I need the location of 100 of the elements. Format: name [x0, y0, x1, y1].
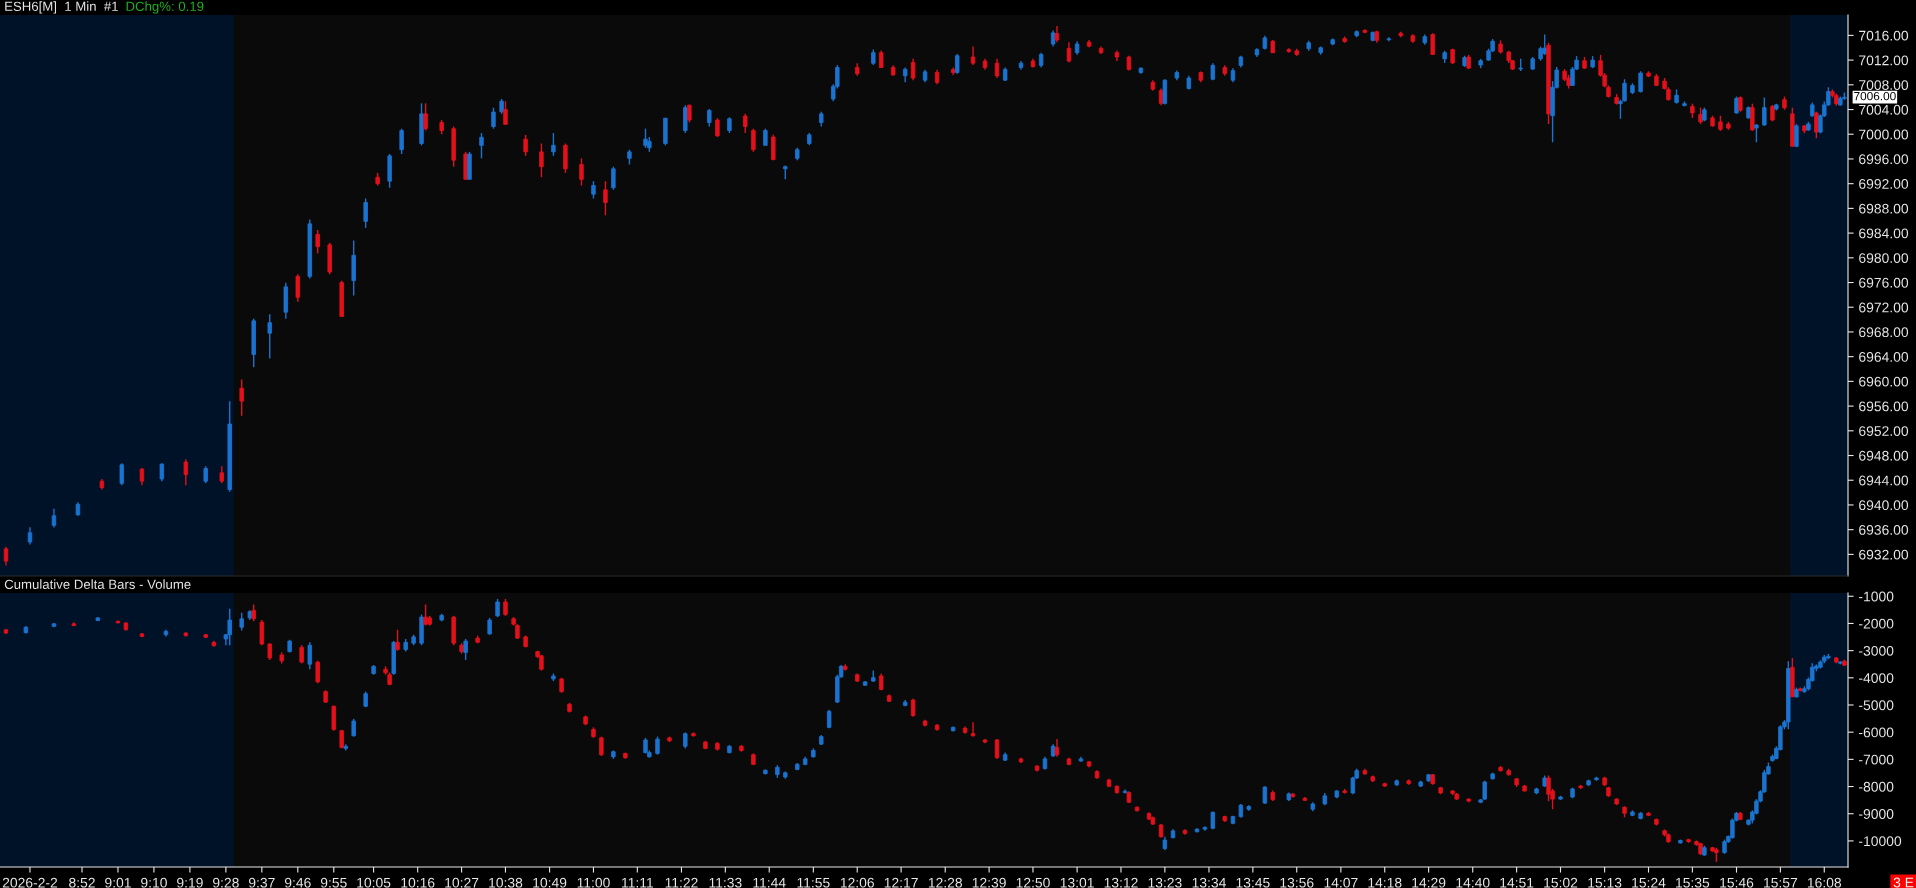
candlestick [539, 142, 544, 178]
x-tick-label: 12:06 [840, 877, 874, 888]
x-tick-label: 2026-2-2 [2, 877, 58, 888]
y-tick-label: 7016.00 [1859, 30, 1909, 41]
candlestick [994, 58, 1000, 79]
x-tick-label: 14:29 [1412, 877, 1446, 888]
y-tick-label: -2000 [1859, 618, 1894, 629]
candlestick [495, 598, 500, 618]
candlestick [579, 157, 584, 187]
candlestick [423, 102, 428, 132]
y-tick-label: -10000 [1859, 836, 1902, 847]
y-tick-label: 6956.00 [1859, 401, 1909, 412]
chart-title: Cumulative Delta Bars - Volume [4, 579, 191, 589]
y-tick-label: 6992.00 [1859, 179, 1909, 189]
candlestick [395, 629, 400, 652]
candlestick [563, 142, 568, 174]
candlestick [1754, 123, 1759, 143]
text: 3 E [1893, 877, 1914, 888]
candlestick [331, 704, 336, 732]
y-tick-label: 6980.00 [1859, 253, 1909, 263]
chart-subtitle: DChg%: 0.19 [126, 1, 204, 14]
x-tick-label: 13:34 [1192, 877, 1226, 888]
candlestick [1762, 96, 1767, 127]
candlestick [491, 106, 496, 130]
candlestick [363, 197, 368, 229]
candlestick [51, 507, 57, 529]
candlestick [1814, 110, 1819, 139]
y-tick-label: 6976.00 [1859, 277, 1909, 288]
chart-title: ESH6[M] 1 Min #1 [5, 1, 118, 14]
candlestick [239, 378, 244, 417]
y-tick-label: 6960.00 [1859, 376, 1909, 387]
x-tick-label: 9:10 [141, 877, 167, 888]
y-tick-label: 7008.00 [1859, 80, 1909, 90]
y-tick-label: 6996.00 [1859, 154, 1909, 165]
x-tick-label: 9:46 [284, 877, 311, 888]
x-tick-label: 8:52 [69, 877, 95, 888]
x-tick-label: 10:16 [401, 877, 435, 888]
candlestick [603, 180, 608, 216]
x-tick-label: 13:23 [1148, 877, 1182, 888]
x-tick-label: 10:38 [489, 877, 523, 888]
candlestick [643, 127, 648, 149]
x-tick-label: 12:17 [884, 877, 918, 888]
y-tick-label: -4000 [1859, 673, 1894, 683]
candlestick [479, 132, 484, 160]
candlestick [295, 273, 301, 303]
x-tick-label: 15:57 [1764, 877, 1798, 888]
x-tick-label: 9:37 [248, 877, 275, 888]
x-tick-label: 12:39 [972, 877, 1006, 888]
candlestick [1638, 70, 1643, 94]
candlestick [119, 462, 125, 486]
y-tick-label: 6932.00 [1859, 549, 1909, 560]
x-tick-label: 11:44 [753, 877, 786, 888]
x-tick-label: 11:00 [577, 877, 610, 888]
y-tick-label: -7000 [1859, 754, 1894, 765]
x-tick-label: 14:07 [1324, 877, 1358, 888]
candlestick [743, 113, 748, 134]
x-tick-label: 9:55 [320, 877, 347, 888]
x-tick-label: 13:45 [1236, 877, 1270, 888]
y-tick-label: 6948.00 [1859, 450, 1909, 461]
x-tick-label: 9:19 [177, 877, 203, 888]
x-tick-label: 13:01 [1060, 877, 1094, 888]
y-tick-label: 6952.00 [1859, 426, 1909, 436]
x-tick-label: 15:46 [1720, 877, 1754, 888]
candlestick [1430, 32, 1435, 56]
y-tick-label: 7004.00 [1859, 104, 1909, 115]
candlestick [463, 638, 468, 661]
y-tick-label: -5000 [1859, 700, 1894, 711]
x-tick-label: 15:35 [1676, 877, 1710, 888]
candlestick [551, 132, 556, 157]
y-tick-label: -6000 [1859, 727, 1894, 738]
candlestick [523, 134, 528, 157]
candlestick [315, 229, 320, 254]
candlestick [307, 641, 313, 670]
y-tick-label: -9000 [1859, 809, 1894, 819]
x-tick-label: 12:28 [928, 877, 962, 888]
candlestick [259, 619, 265, 646]
text: 7006.00 [1854, 91, 1896, 101]
candlestick [1066, 41, 1072, 64]
x-tick-label: 13:12 [1104, 877, 1138, 888]
y-tick-label: 7000.00 [1859, 129, 1909, 140]
x-tick-label: 10:05 [357, 877, 391, 888]
y-tick-label: 6964.00 [1859, 352, 1909, 362]
candlestick [503, 100, 508, 126]
x-tick-label: 12:50 [1016, 877, 1050, 888]
y-tick-label: 6944.00 [1859, 475, 1909, 486]
y-tick-label: 6972.00 [1859, 302, 1909, 313]
x-tick-label: 9:01 [105, 877, 131, 888]
x-tick-label: 14:51 [1500, 877, 1534, 888]
y-tick-label: 6988.00 [1859, 203, 1909, 214]
y-tick-label: 7012.00 [1859, 55, 1909, 66]
candlestick [3, 545, 9, 567]
x-tick-label: 15:02 [1544, 877, 1578, 888]
x-tick-label: 16:08 [1807, 877, 1842, 888]
candlestick [683, 104, 688, 134]
y-tick-label: -8000 [1859, 781, 1894, 792]
candlestick [267, 313, 272, 360]
candlestick [910, 58, 916, 81]
x-tick-label: 15:13 [1588, 877, 1622, 888]
x-tick-label: 10:27 [445, 877, 479, 888]
candlestick [771, 134, 776, 161]
